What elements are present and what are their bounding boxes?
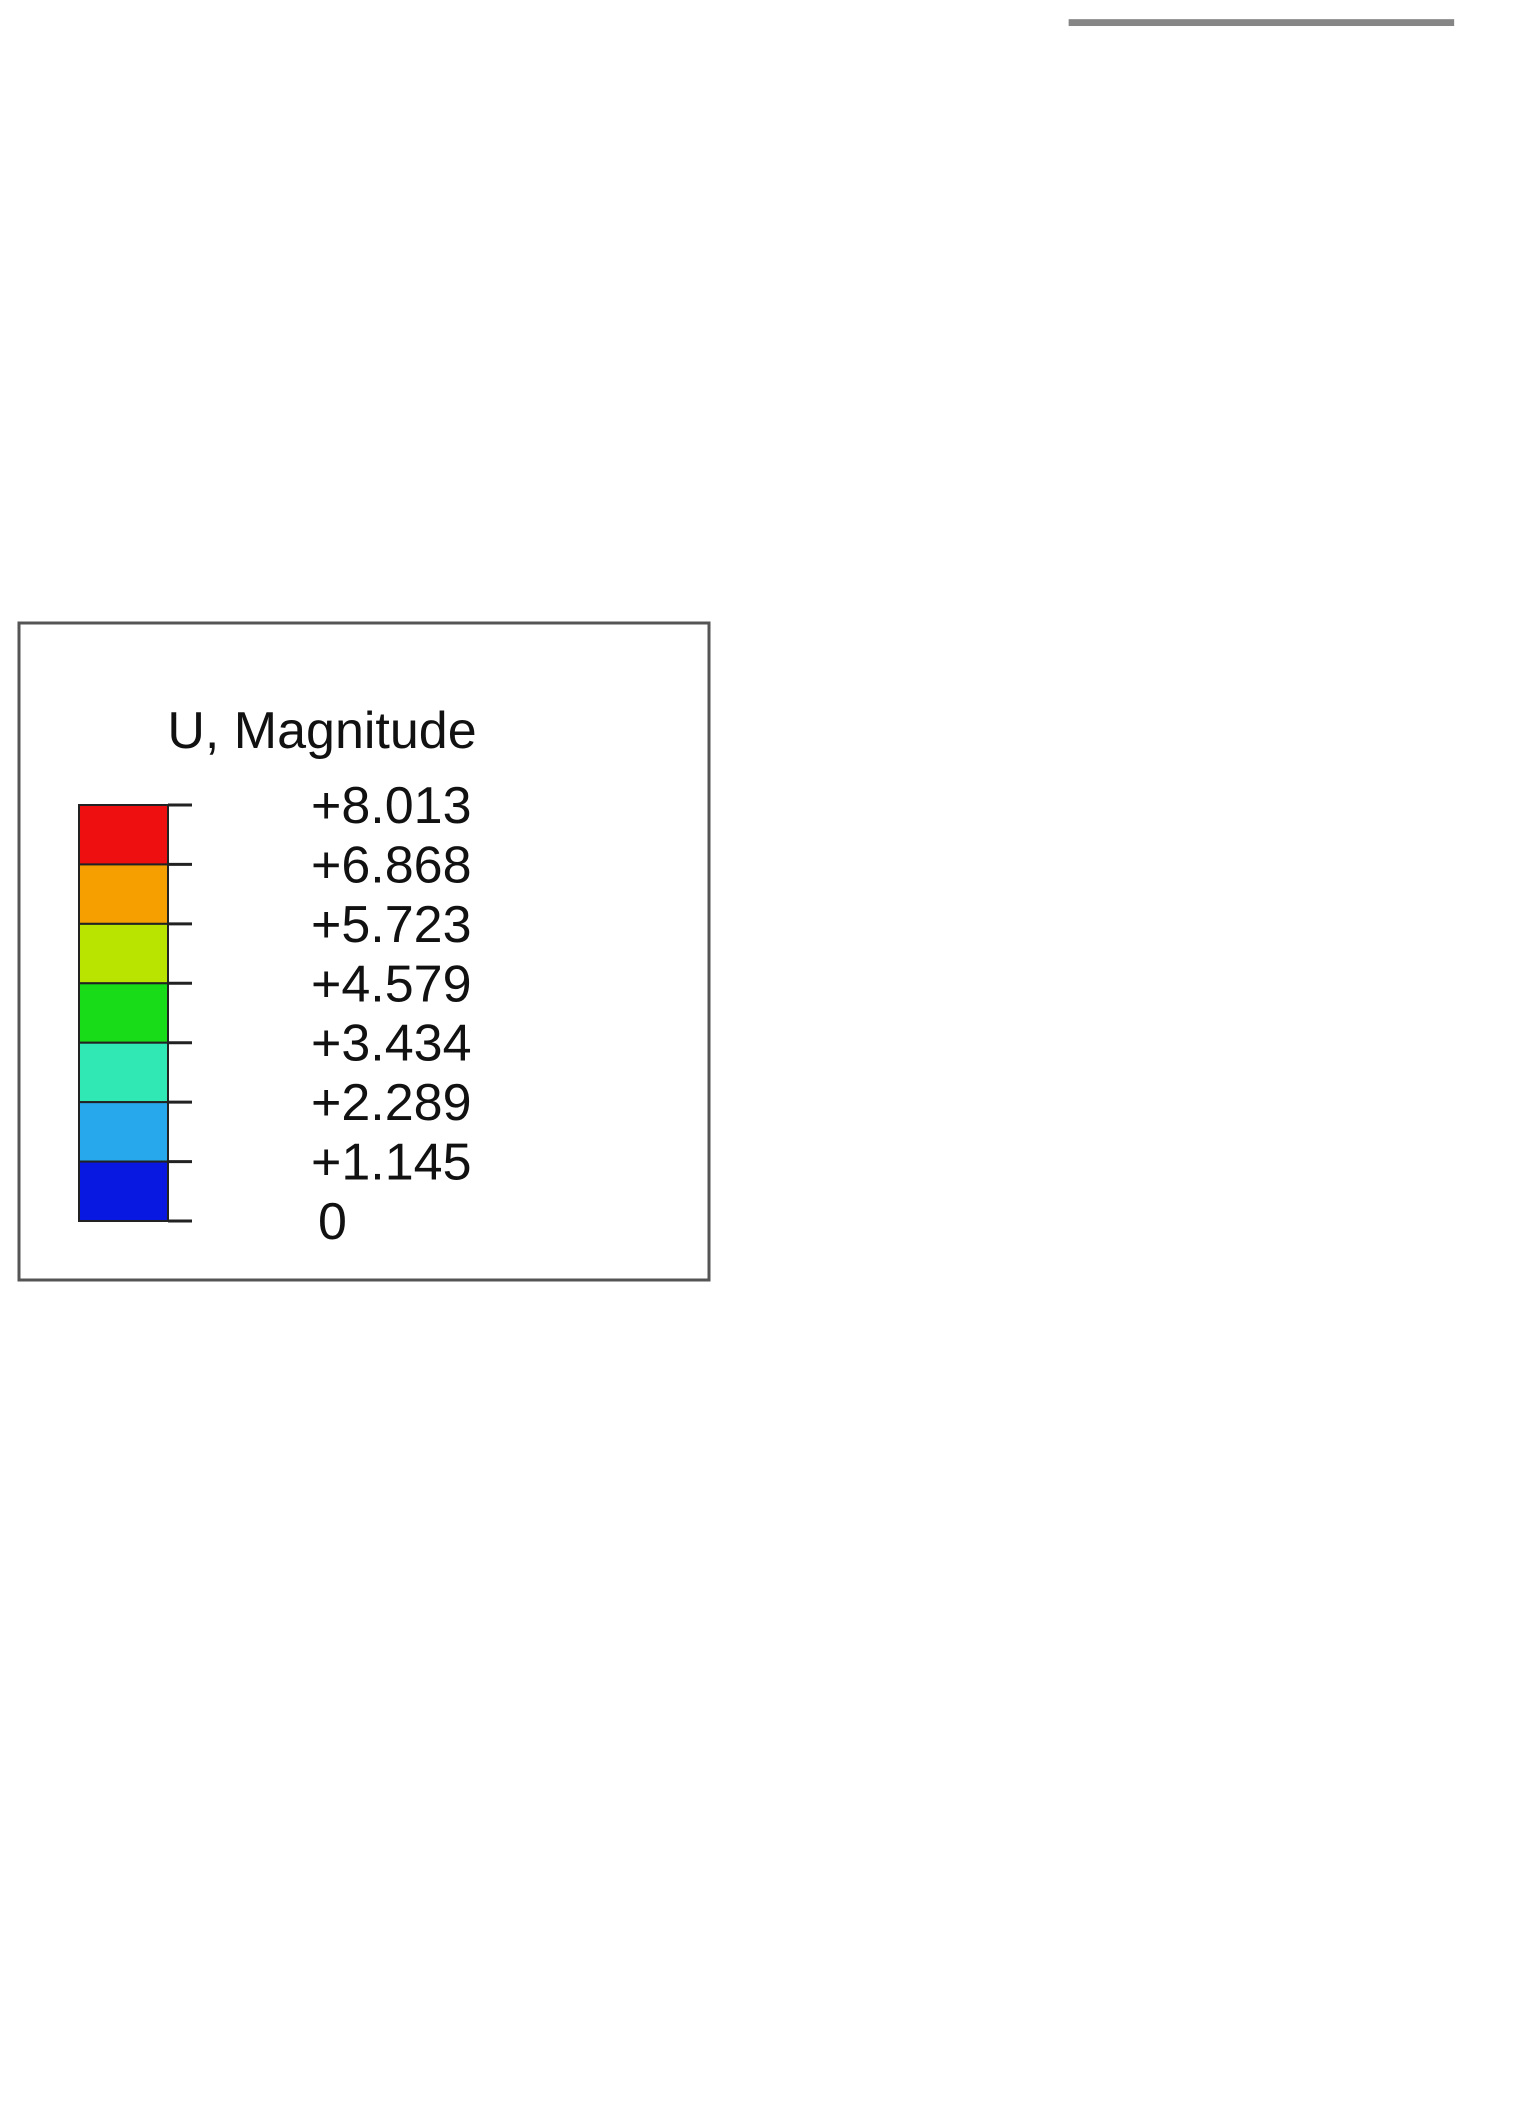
legend-swatch [78, 1041, 169, 1104]
legend-swatch [78, 1160, 169, 1222]
legend-label: 0 [318, 1193, 347, 1251]
column-model [947, 0, 1515, 2122]
legend-swatch [78, 922, 169, 985]
legend-label: +8.013 [311, 777, 472, 835]
legend-swatch [78, 1101, 169, 1163]
legend-swatch [78, 804, 169, 866]
contour [947, 0, 1515, 2122]
legend-label: +2.289 [311, 1074, 472, 1132]
legend-label: +5.723 [311, 896, 472, 954]
legend-title: U, Magnitude [167, 702, 476, 760]
legend-swatch [78, 863, 169, 925]
legend-label: +6.868 [311, 836, 472, 894]
legend-swatch [78, 982, 169, 1044]
legend: U, Magnitude +8.013+6.868+5.723+4.579+3.… [17, 621, 711, 1282]
legend-label: +4.579 [311, 955, 472, 1013]
legend-label: +3.434 [311, 1015, 472, 1073]
legend-label: +1.145 [311, 1134, 472, 1192]
